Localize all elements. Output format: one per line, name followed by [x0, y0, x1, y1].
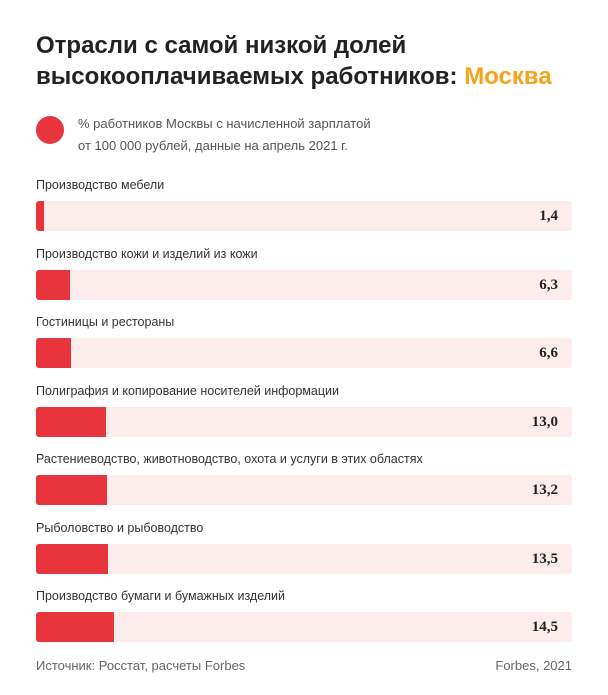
bar-label: Производство мебели	[36, 178, 165, 192]
chart-title: Отрасли с самой низкой долей высокооплач…	[36, 30, 576, 92]
legend: % работников Москвы с начисленной зарпла…	[36, 110, 576, 156]
bar-label: Гостиницы и рестораны	[36, 315, 175, 329]
bar-value-label: 1,4	[539, 208, 558, 224]
bar-track: 6,3	[36, 269, 572, 300]
bar-value-label: 14,5	[531, 619, 558, 635]
legend-text: % работников Москвы с начисленной зарпла…	[78, 113, 558, 157]
credit-note: Forbes, 2021	[495, 658, 572, 673]
bar-track: 13,2	[36, 475, 572, 505]
chart-title-line1: Отрасли с самой низкой долей	[36, 32, 407, 59]
bar-label: Рыболовство и рыбоводство	[36, 520, 204, 535]
legend-line1: % работников Москвы с начисленной зарпла…	[78, 116, 371, 131]
bar	[36, 475, 107, 505]
bar-track: 13,0	[36, 406, 572, 437]
bar-label: Производство кожи и изделий из кожи	[36, 246, 258, 261]
bar-value-label: 13,5	[531, 550, 558, 567]
bar-track: 6,6	[36, 338, 572, 368]
bar	[36, 543, 109, 574]
bar-track: 1,4	[36, 201, 572, 231]
legend-marker	[36, 116, 64, 144]
bar-value-label: 6,3	[539, 276, 558, 293]
chart-title-line2: высокооплачиваемых работников: Москва	[36, 61, 576, 92]
bar-label: Полиграфия и копирование носителей инфор…	[36, 383, 339, 398]
bar-track: 14,5	[36, 612, 572, 642]
bar-track: 13,5	[36, 543, 572, 574]
chart-title-accent: Москва	[464, 63, 552, 90]
bar	[36, 201, 44, 231]
bar	[36, 338, 72, 368]
bar-value-label: 13,2	[531, 482, 558, 498]
source-note: Источник: Росстат, расчеты Forbes	[36, 658, 246, 673]
bar-label: Производство бумаги и бумажных изделий	[36, 589, 286, 603]
bar-value-label: 6,6	[539, 345, 558, 361]
legend-line2: от 100 000 рублей, данные на апрель 2021…	[78, 138, 348, 153]
bar-value-label: 13,0	[531, 413, 558, 430]
bar	[36, 406, 106, 437]
bar-label: Растениеводство, животноводство, охота и…	[36, 452, 423, 466]
bar	[36, 269, 70, 300]
chart-title-line2-text: высокооплачиваемых работников:	[36, 63, 458, 90]
bar	[36, 612, 114, 642]
